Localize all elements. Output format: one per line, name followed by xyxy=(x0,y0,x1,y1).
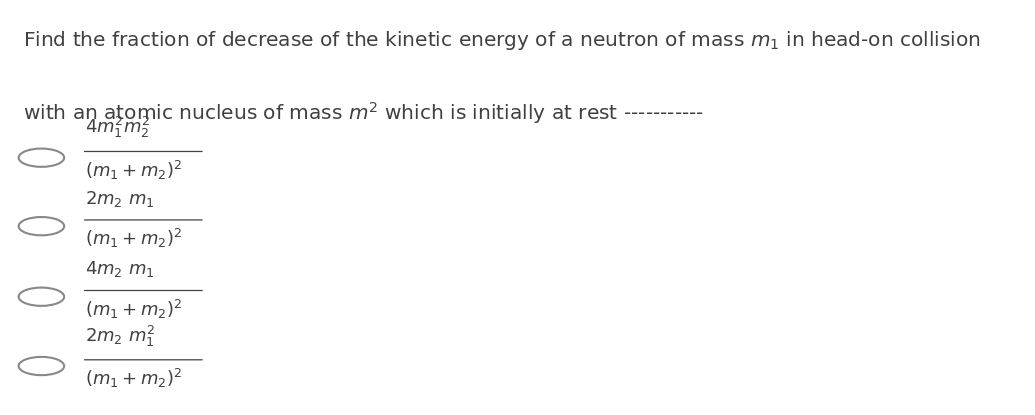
Text: with an atomic nucleus of mass $m^2$ which is initially at rest -----------: with an atomic nucleus of mass $m^2$ whi… xyxy=(23,100,704,125)
Text: $2m_2\ m_1^2$: $2m_2\ m_1^2$ xyxy=(85,324,155,349)
Text: $(m_1+m_2)^2$: $(m_1+m_2)^2$ xyxy=(85,367,182,390)
Text: $2m_2\ m_1$: $2m_2\ m_1$ xyxy=(85,189,154,209)
Text: $(m_1+m_2)^2$: $(m_1+m_2)^2$ xyxy=(85,159,182,182)
Text: Find the fraction of decrease of the kinetic energy of a neutron of mass $m_1$ i: Find the fraction of decrease of the kin… xyxy=(23,29,981,52)
Text: $4m_1^2m_2^2$: $4m_1^2m_2^2$ xyxy=(85,115,150,140)
Text: $(m_1+m_2)^2$: $(m_1+m_2)^2$ xyxy=(85,298,182,321)
Text: $4m_2\ m_1$: $4m_2\ m_1$ xyxy=(85,259,154,279)
Text: $(m_1+m_2)^2$: $(m_1+m_2)^2$ xyxy=(85,227,182,250)
